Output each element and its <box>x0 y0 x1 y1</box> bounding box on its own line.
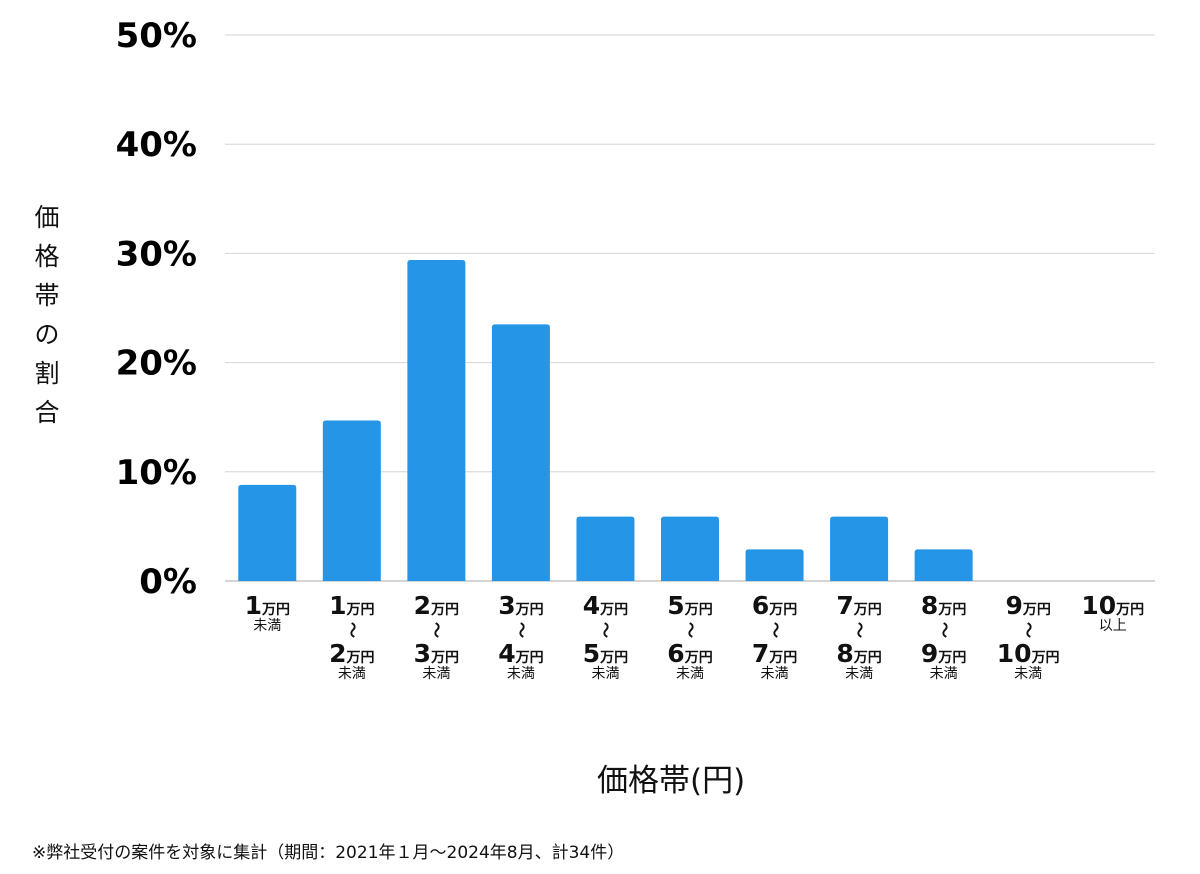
tick-note: 未満 <box>676 666 704 682</box>
tick-note: 未満 <box>929 666 958 682</box>
tick-unit: 万円 <box>431 602 460 618</box>
tick-num: 2 <box>413 591 432 620</box>
tick-note: 未満 <box>337 666 366 682</box>
x-axis-label: 価格帯(円) <box>597 763 746 799</box>
tick-unit: 万円 <box>600 602 629 618</box>
y-axis-label: 価格帯の割合 <box>34 203 60 427</box>
tick-num: 7 <box>836 591 854 620</box>
bar <box>914 549 973 581</box>
bar <box>830 516 889 581</box>
tick-num: 10 <box>996 639 1032 668</box>
tick-note: 未満 <box>591 666 620 682</box>
bar <box>407 259 466 581</box>
x-tick-label: 3万円〜 4万円 未満 <box>476 593 566 681</box>
tick-num: 4 <box>498 639 516 668</box>
tick-note: 未満 <box>253 618 282 634</box>
bar <box>576 516 635 581</box>
footnote: ※弊社受付の案件を対象に集計（期間：2021年１月〜2024年8月、計34件） <box>32 843 625 863</box>
tick-num: 1 <box>329 591 347 620</box>
tick-note: 未満 <box>422 666 451 682</box>
tick-unit: 万円 <box>684 650 713 666</box>
range-mark: 〜 <box>1019 621 1039 638</box>
y-tick-label: 40% <box>116 125 197 165</box>
range-mark: 〜 <box>427 621 447 638</box>
tick-note: 未満 <box>1014 666 1043 682</box>
tick-unit: 万円 <box>938 602 967 618</box>
range-mark: 〜 <box>596 621 616 638</box>
tick-unit: 万円 <box>346 602 375 618</box>
tick-note: 未満 <box>845 666 874 682</box>
y-tick-label: 20% <box>116 344 197 384</box>
bar <box>322 420 381 581</box>
x-tick-label: 4万円〜 5万円 未満 <box>560 593 650 681</box>
x-tick-label: 1万円 未満 <box>222 593 312 633</box>
tick-num: 3 <box>498 591 516 620</box>
range-mark: 〜 <box>511 621 531 638</box>
x-tick-label: 2万円〜 3万円 未満 <box>391 593 481 681</box>
bar <box>238 484 297 581</box>
tick-unit: 万円 <box>938 650 967 666</box>
tick-unit: 万円 <box>346 650 375 666</box>
x-tick-label: 8万円〜 9万円 未満 <box>899 593 989 681</box>
range-mark: 〜 <box>342 621 362 638</box>
tick-unit: 万円 <box>853 650 882 666</box>
x-tick-label: 6万円〜 7万円 未満 <box>730 593 820 681</box>
y-tick-label: 30% <box>116 234 197 274</box>
tick-unit: 万円 <box>261 602 290 618</box>
bar <box>661 516 719 581</box>
y-tick-label: 10% <box>116 453 197 493</box>
tick-num: 4 <box>582 591 601 620</box>
range-mark: 〜 <box>765 621 785 638</box>
y-tick-label: 0% <box>139 562 197 602</box>
tick-num: 1 <box>244 591 262 620</box>
tick-note: 未満 <box>760 666 789 682</box>
tick-unit: 万円 <box>1116 602 1145 618</box>
tick-num: 10 <box>1081 591 1117 620</box>
tick-unit: 万円 <box>769 650 798 666</box>
tick-num: 5 <box>667 591 685 620</box>
tick-unit: 万円 <box>515 650 544 666</box>
tick-num: 9 <box>920 639 939 668</box>
tick-num: 8 <box>920 591 939 620</box>
bar <box>491 324 550 581</box>
range-mark: 〜 <box>850 621 870 638</box>
x-tick-label: 10万円 以上 <box>1068 593 1158 633</box>
tick-unit: 万円 <box>769 602 798 618</box>
y-tick-label: 50% <box>116 16 197 56</box>
tick-num: 5 <box>582 639 601 668</box>
tick-unit: 万円 <box>1031 650 1060 666</box>
range-mark: 〜 <box>934 621 954 638</box>
tick-num: 6 <box>751 591 770 620</box>
tick-unit: 万円 <box>431 650 460 666</box>
x-tick-label: 5万円〜 6万円 未満 <box>645 593 735 681</box>
tick-num: 9 <box>1005 591 1023 620</box>
range-mark: 〜 <box>681 621 700 638</box>
tick-unit: 万円 <box>600 650 629 666</box>
x-tick-label: 1万円〜 2万円 未満 <box>307 593 397 681</box>
tick-num: 7 <box>751 639 770 668</box>
x-tick-label: 9万円〜 10万円 未満 <box>983 593 1073 681</box>
tick-num: 6 <box>667 639 685 668</box>
tick-num: 8 <box>836 639 854 668</box>
tick-note: 未満 <box>506 666 535 682</box>
bar <box>745 549 804 581</box>
tick-unit: 万円 <box>684 602 713 618</box>
tick-num: 2 <box>329 639 347 668</box>
tick-unit: 万円 <box>853 602 882 618</box>
tick-note: 以上 <box>1098 618 1127 634</box>
tick-unit: 万円 <box>1022 602 1051 618</box>
tick-unit: 万円 <box>515 602 544 618</box>
x-tick-label: 7万円〜 8万円 未満 <box>814 593 904 681</box>
tick-num: 3 <box>413 639 432 668</box>
